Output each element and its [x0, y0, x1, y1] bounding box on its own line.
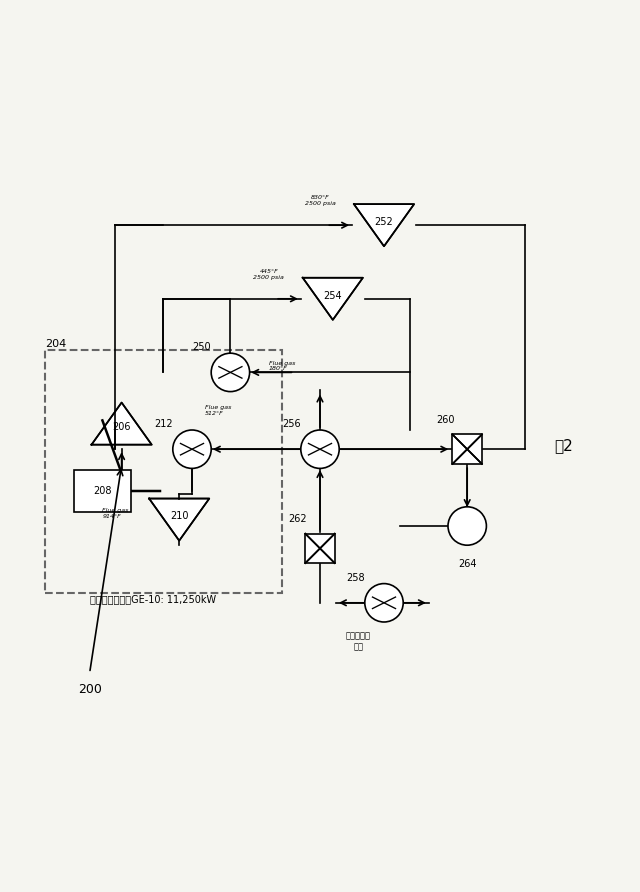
Text: 262: 262	[289, 514, 307, 524]
Circle shape	[301, 430, 339, 468]
Text: 258: 258	[346, 573, 365, 582]
Circle shape	[448, 507, 486, 545]
Text: 210: 210	[170, 511, 188, 522]
Text: 250: 250	[192, 343, 211, 352]
Polygon shape	[92, 402, 152, 444]
Text: Flue gas
180°F: Flue gas 180°F	[269, 360, 295, 371]
Text: 256: 256	[282, 419, 301, 429]
Bar	[74, 470, 131, 512]
Text: 212: 212	[154, 419, 173, 429]
Text: Flue gas
512°F: Flue gas 512°F	[205, 405, 231, 417]
Text: 252: 252	[374, 217, 394, 227]
Text: 200: 200	[77, 682, 102, 696]
Text: 204: 204	[45, 339, 66, 349]
Text: 図2: 図2	[554, 439, 573, 453]
Circle shape	[365, 583, 403, 622]
Circle shape	[173, 430, 211, 468]
Polygon shape	[354, 204, 414, 246]
Polygon shape	[149, 499, 209, 541]
Polygon shape	[303, 277, 363, 320]
Bar	[305, 533, 335, 563]
Text: Flue gas
914°F: Flue gas 914°F	[102, 508, 129, 518]
Text: 830°F
2500 psia: 830°F 2500 psia	[305, 195, 335, 206]
Text: 260: 260	[436, 415, 454, 425]
Circle shape	[211, 353, 250, 392]
Text: 264: 264	[458, 559, 476, 569]
Text: 206: 206	[113, 422, 131, 432]
Text: 空気又は水
冷却: 空気又は水 冷却	[346, 632, 371, 651]
Bar	[45, 350, 282, 593]
Text: ガスタービン：GE-10: 11,250kW: ガスタービン：GE-10: 11,250kW	[90, 595, 216, 605]
Text: 445°F
2500 psia: 445°F 2500 psia	[253, 268, 284, 279]
Bar	[452, 434, 482, 464]
Text: 254: 254	[323, 291, 342, 301]
Text: 208: 208	[93, 486, 111, 496]
